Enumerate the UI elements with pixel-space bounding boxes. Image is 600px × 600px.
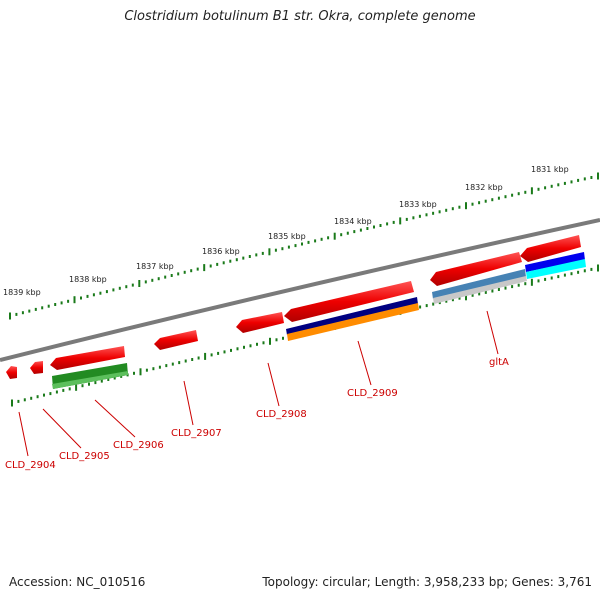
gene-arrow-cld-2906 xyxy=(50,346,125,370)
gene-arrow-gltA xyxy=(430,252,522,286)
leader-cld-2908 xyxy=(267,362,280,407)
leader-cld-2907 xyxy=(183,380,194,426)
green-feature-highlight xyxy=(52,371,128,389)
genome-backbone xyxy=(0,218,600,362)
accession-text: Accession: NC_010516 xyxy=(9,575,146,589)
map-title: Clostridium botulinum B1 str. Okra, comp… xyxy=(124,9,476,24)
steel-feature-bar xyxy=(432,269,526,299)
gene-label-cld-2908: CLD_2908 xyxy=(256,409,307,420)
kbp-label-1837: 1837 kbp xyxy=(136,262,174,271)
gray-feature-bar xyxy=(433,276,527,304)
cyan-feature-bar xyxy=(526,259,586,279)
leader-gltA xyxy=(486,310,499,355)
kbp-label-1835: 1835 kbp xyxy=(268,232,306,241)
gene-labels: CLD_2904 CLD_2905 CLD_2906 CLD_2907 CLD_… xyxy=(5,357,509,471)
kbp-label-1838: 1838 kbp xyxy=(69,275,107,284)
kbp-label-1839: 1839 kbp xyxy=(3,288,41,297)
gene-label-gltA: gltA xyxy=(489,357,509,368)
kbp-label-1831: 1831 kbp xyxy=(531,165,569,174)
gene-arrow-cld-2908 xyxy=(236,312,284,333)
navy-feature-bar xyxy=(286,297,418,335)
label-leader-lines xyxy=(18,310,499,457)
kbp-label-1834: 1834 kbp xyxy=(334,217,372,226)
cds-features xyxy=(52,252,586,389)
leader-cld-2906 xyxy=(94,399,136,438)
kbp-label-1836: 1836 kbp xyxy=(202,247,240,256)
gene-label-cld-2909: CLD_2909 xyxy=(347,388,398,399)
gene-label-cld-2906: CLD_2906 xyxy=(113,440,164,451)
kbp-label-1833: 1833 kbp xyxy=(399,200,437,209)
leader-cld-2905 xyxy=(42,408,82,449)
leader-cld-2904 xyxy=(18,411,29,457)
kbp-labels: 1831 kbp 1832 kbp 1833 kbp 1834 kbp 1835… xyxy=(3,165,569,297)
gene-arrow-right xyxy=(520,235,581,262)
topology-summary: Topology: circular; Length: 3,958,233 bp… xyxy=(262,575,592,589)
outer-scale-ticks xyxy=(9,172,599,320)
gene-arrow-cld-2904 xyxy=(6,366,17,379)
orange-feature-bar xyxy=(287,303,419,341)
leader-cld-2909 xyxy=(357,340,372,386)
gene-features xyxy=(6,235,581,379)
gene-label-cld-2905: CLD_2905 xyxy=(59,451,110,462)
kbp-label-1832: 1832 kbp xyxy=(465,183,503,192)
gene-arrow-cld-2905 xyxy=(30,361,43,374)
blue-feature-bar xyxy=(525,252,585,272)
gene-label-cld-2904: CLD_2904 xyxy=(5,460,56,471)
gene-arrow-cld-2909 xyxy=(284,281,414,322)
gene-arrow-cld-2907 xyxy=(154,330,198,350)
gene-label-cld-2907: CLD_2907 xyxy=(171,428,222,439)
